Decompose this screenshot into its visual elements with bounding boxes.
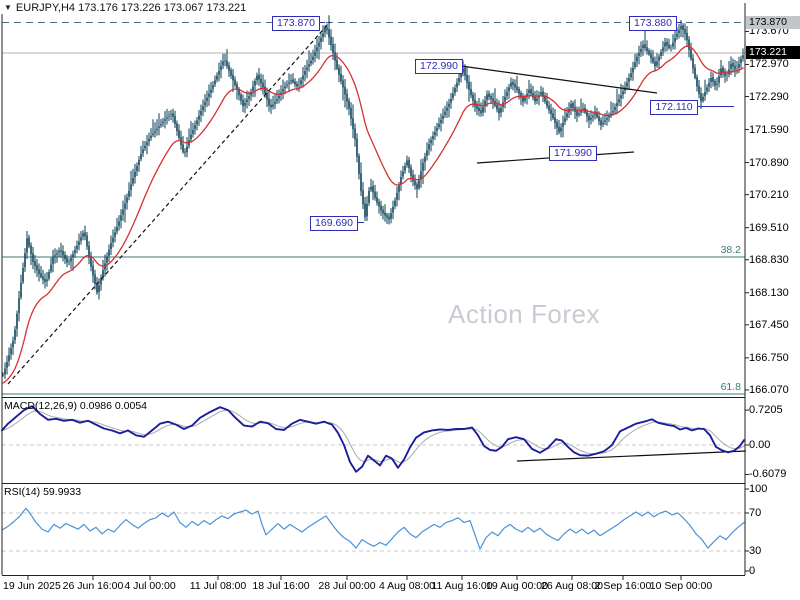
chart-title-bar: ▼ EURJPY,H4 173.176 173.226 173.067 173.2…: [4, 2, 246, 14]
rsi-indicator-label: RSI(14) 59.9933: [4, 486, 82, 498]
price-annotation-169.690[interactable]: 169.690: [310, 216, 358, 231]
price-axis-tick: 166.750: [749, 351, 789, 364]
price-annotation-173.880[interactable]: 173.880: [629, 16, 677, 31]
price-axis-tick: 170.890: [749, 156, 789, 169]
rsi-axis-tick: 70: [749, 507, 762, 519]
macd-indicator-label: MACD(12,26,9) 0.0986 0.0054: [4, 400, 148, 412]
price-axis-tick: 172.970: [749, 58, 789, 71]
price-axis-tick: 170.210: [749, 188, 789, 201]
price-annotation-172.110[interactable]: 172.110: [650, 100, 698, 115]
date-axis-tick: 4 Aug 08:00: [378, 580, 436, 592]
price-annotation-172.990[interactable]: 172.990: [415, 59, 463, 74]
date-axis-tick: 10 Sep 00:00: [649, 580, 713, 592]
fib-level-label[interactable]: 61.8: [720, 381, 741, 393]
date-axis-tick: 11 Aug 16:00: [431, 580, 493, 592]
date-axis-tick: 18 Jul 16:00: [252, 580, 310, 592]
macd-axis-tick: 0.7205: [749, 404, 783, 417]
symbol-quote-text: EURJPY,H4 173.176 173.226 173.067 173.22…: [15, 2, 247, 14]
rsi-axis-tick: 0: [749, 565, 756, 577]
price-axis-tick: 167.450: [749, 318, 789, 331]
date-axis-tick: 11 Jul 08:00: [189, 580, 247, 592]
price-annotation-171.990[interactable]: 171.990: [549, 146, 597, 161]
price-annotation-173.870[interactable]: 173.870: [272, 16, 320, 31]
date-axis-tick: 19 Jun 2025: [3, 580, 61, 592]
date-axis-tick: 2 Sep 16:00: [594, 580, 652, 592]
date-axis-tick: 26 Jun 16:00: [62, 580, 124, 592]
macd-axis-tick: -0.6079: [749, 468, 787, 481]
date-axis-tick: 19 Aug 00:00: [486, 580, 548, 592]
date-axis-tick: 28 Jul 00:00: [318, 580, 376, 592]
symbol-dropdown-icon[interactable]: ▼: [4, 3, 12, 12]
price-axis-tick: 168.130: [749, 286, 789, 299]
price-axis-tick: 171.590: [749, 123, 789, 136]
date-axis-tick: 4 Jul 00:00: [124, 580, 176, 592]
price-axis-tick: 168.830: [749, 253, 789, 266]
price-axis-badge-black: 173.221: [746, 46, 800, 60]
price-axis-tick: 172.290: [749, 90, 789, 103]
price-axis-tick: 169.510: [749, 221, 789, 234]
date-axis-tick: 26 Aug 08:00: [541, 580, 603, 592]
rsi-axis-tick: 100: [749, 483, 768, 495]
macd-axis-tick: 0.00: [749, 439, 771, 451]
rsi-axis-tick: 30: [749, 545, 762, 557]
fib-level-label[interactable]: 38.2: [720, 244, 741, 256]
price-axis-tick: 166.070: [749, 383, 789, 396]
watermark: Action Forex: [448, 299, 600, 329]
price-axis-badge-gray: 173.870: [746, 15, 800, 29]
